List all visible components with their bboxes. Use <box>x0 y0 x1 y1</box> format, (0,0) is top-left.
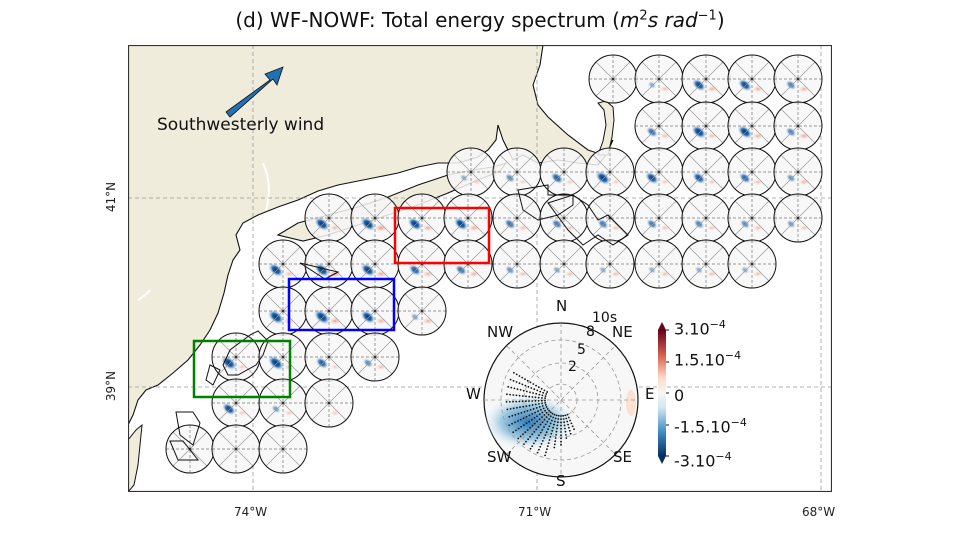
spectrum-circle <box>727 147 777 197</box>
compass-sw: SW <box>487 448 512 466</box>
spectrum-circle <box>211 378 261 428</box>
colorbar-label-midpos: 1.5.10−4 <box>674 349 742 370</box>
blue-highlight-box <box>287 277 396 332</box>
compass-nw: NW <box>487 323 514 341</box>
spectrum-circle <box>727 239 777 289</box>
x-tick-68w: 68°W <box>802 505 836 519</box>
spectrum-circle <box>304 332 354 382</box>
spectrum-circle <box>304 239 354 289</box>
spectrum-circle <box>258 286 308 336</box>
spectrum-circle <box>443 193 493 243</box>
spectrum-circle <box>681 54 731 104</box>
spectrum-circle <box>634 147 684 197</box>
spectrum-circle <box>634 54 684 104</box>
spectrum-circle <box>588 54 638 104</box>
spectrum-circle <box>727 193 777 243</box>
spectrum-circle <box>773 147 823 197</box>
spectrum-circle <box>397 193 447 243</box>
spectrum-circle <box>585 239 635 289</box>
spectrum-circle <box>397 286 447 336</box>
spectrum-circle <box>492 193 542 243</box>
spectrum-circle <box>539 239 589 289</box>
compass-s: S <box>556 472 566 490</box>
compass-w: W <box>466 385 481 403</box>
spectrum-circle <box>773 193 823 243</box>
wind-label: Southwesterly wind <box>157 115 325 135</box>
spectrum-circle <box>681 147 731 197</box>
colorbar <box>658 322 669 464</box>
spectrum-circle <box>211 424 261 474</box>
spectrum-circle <box>258 424 308 474</box>
spectrum-circle <box>350 332 400 382</box>
spectrum-circle <box>634 193 684 243</box>
spectrum-circle <box>492 147 542 197</box>
spectrum-circle <box>634 101 684 151</box>
y-tick-39n: 39°N <box>104 370 119 402</box>
spectrum-circle <box>773 101 823 151</box>
compass-legend <box>483 322 639 478</box>
ring-label-2: 2 <box>568 359 577 375</box>
colorbar-label-max: 3.10−4 <box>674 318 726 339</box>
spectrum-circle <box>539 147 589 197</box>
spectrum-circle <box>350 193 400 243</box>
spectrum-circle <box>681 239 731 289</box>
spectrum-circle <box>304 286 354 336</box>
wind-farm-outlines <box>169 184 629 461</box>
spectrum-circle <box>585 193 635 243</box>
spectrum-circle <box>585 147 635 197</box>
map-panel <box>128 45 832 492</box>
red-highlight-box <box>393 206 491 265</box>
chart-title: (d) WF-NOWF: Total energy spectrum (m2s … <box>235 8 725 32</box>
spectrum-circle <box>304 378 354 428</box>
colorbar-label-min: -3.10−4 <box>674 450 732 471</box>
colorbar-label-midneg: -1.5.10−4 <box>674 416 747 437</box>
spectrum-circle <box>304 193 354 243</box>
spectrum-circle <box>258 378 308 428</box>
compass-ne: NE <box>612 323 633 341</box>
y-tick-41n: 41°N <box>104 181 119 213</box>
compass-se: SE <box>613 448 632 466</box>
spectrum-circle <box>492 239 542 289</box>
colorbar-label-zero: 0 <box>674 386 685 405</box>
spectrum-circle <box>634 239 684 289</box>
ring-label-5: 5 <box>577 342 586 358</box>
ring-label-10s: 10s <box>592 310 618 326</box>
spectrum-circle <box>350 286 400 336</box>
spectrum-circle <box>258 239 308 289</box>
map-canvas <box>128 45 832 492</box>
wind-arrow <box>225 66 284 118</box>
ring-label-8: 8 <box>586 324 595 340</box>
compass-e: E <box>645 385 655 403</box>
map-frame <box>128 45 832 492</box>
spectrum-circle <box>446 147 496 197</box>
spectrum-circle <box>350 239 400 289</box>
spectrum-circle <box>681 193 731 243</box>
spectrum-circle <box>727 101 777 151</box>
spectrum-circle <box>727 54 777 104</box>
x-tick-74w: 74°W <box>234 505 268 519</box>
spectrum-circle <box>681 101 731 151</box>
x-tick-71w: 71°W <box>518 505 552 519</box>
compass-n: N <box>556 297 568 315</box>
spectrum-circle <box>773 54 823 104</box>
green-highlight-box <box>192 339 292 399</box>
spectra-grid <box>165 54 823 474</box>
